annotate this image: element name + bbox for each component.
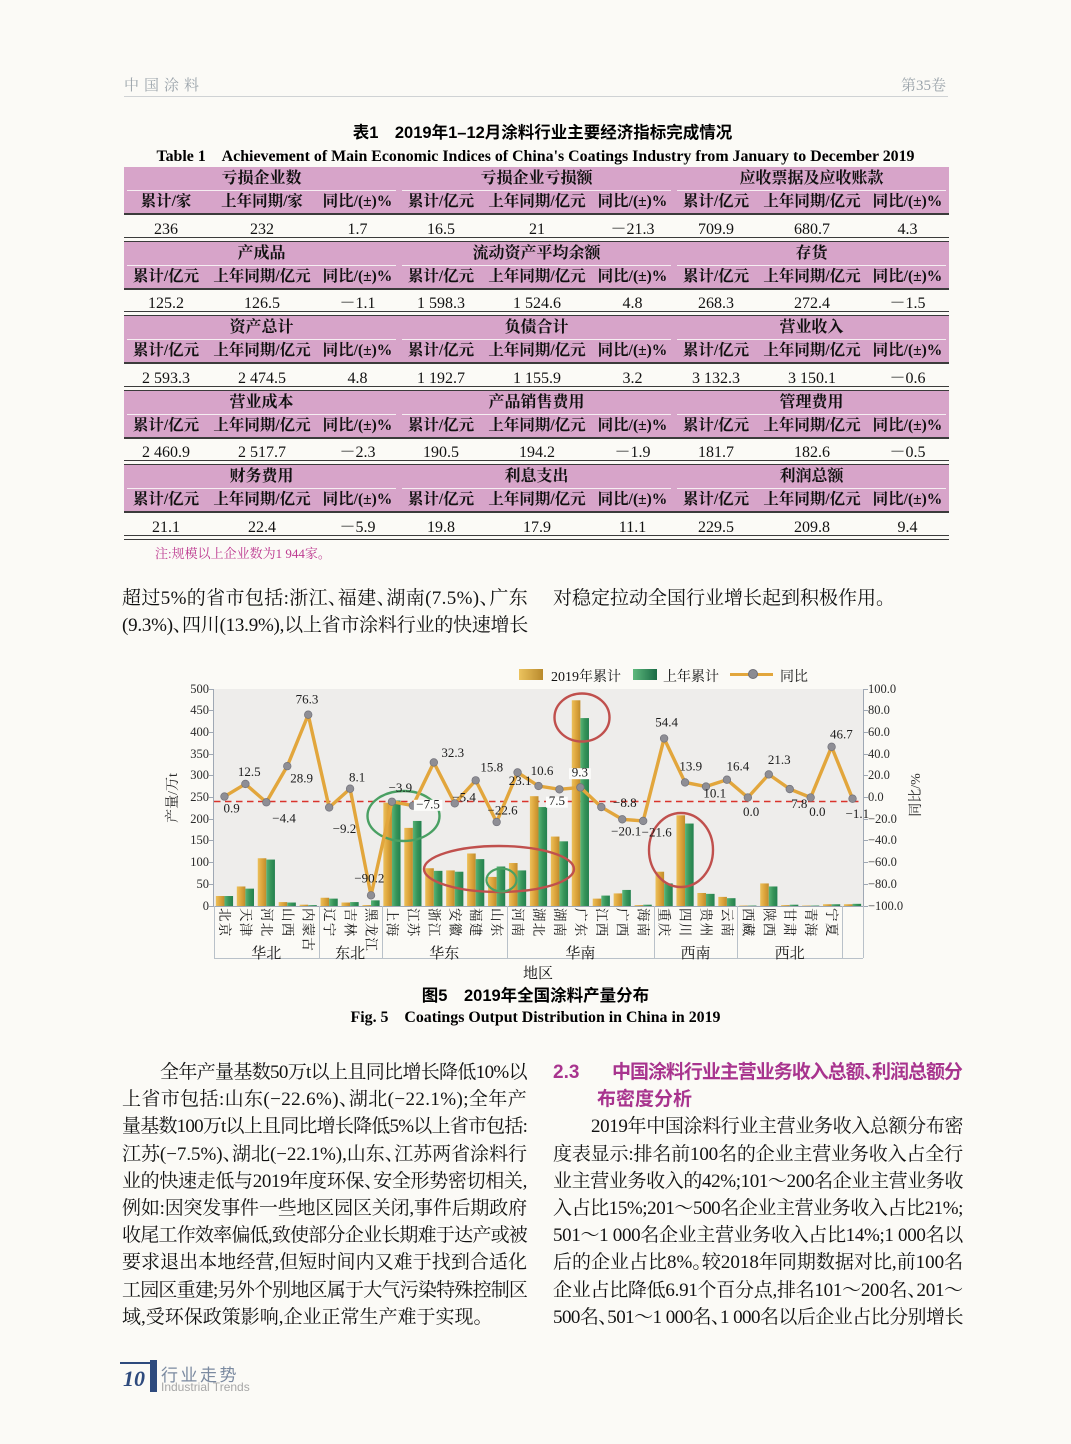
svg-text:−8.8: −8.8 (613, 795, 637, 810)
svg-text:0.9: 0.9 (223, 800, 239, 815)
svg-text:9.3: 9.3 (572, 765, 588, 780)
svg-text:16.4: 16.4 (727, 759, 750, 774)
svg-text:−22.6: −22.6 (488, 803, 519, 818)
svg-text:32.3: 32.3 (441, 745, 464, 760)
svg-text:28.9: 28.9 (290, 771, 313, 786)
svg-text:12.5: 12.5 (238, 764, 261, 779)
svg-text:0.0: 0.0 (809, 804, 825, 819)
svg-text:10.6: 10.6 (531, 763, 554, 778)
svg-text:−21.6: −21.6 (642, 825, 673, 840)
svg-text:−3.9: −3.9 (389, 780, 413, 795)
svg-text:15.8: 15.8 (480, 759, 503, 774)
svg-text:21.3: 21.3 (768, 752, 791, 767)
svg-text:−5.4: −5.4 (452, 789, 476, 804)
svg-text:46.7: 46.7 (830, 727, 853, 742)
svg-text:54.4: 54.4 (655, 715, 678, 730)
svg-text:76.3: 76.3 (296, 692, 319, 707)
svg-text:13.9: 13.9 (679, 759, 702, 774)
svg-text:−4.4: −4.4 (272, 811, 296, 826)
svg-text:23.1: 23.1 (509, 773, 532, 788)
svg-text:7.8: 7.8 (791, 796, 807, 811)
svg-text:8.1: 8.1 (349, 770, 365, 785)
svg-text:−7.5: −7.5 (416, 796, 440, 811)
svg-text:−20.1: −20.1 (611, 823, 641, 838)
svg-text:−9.2: −9.2 (333, 821, 357, 836)
svg-text:0.0: 0.0 (743, 804, 759, 819)
svg-text:7.5: 7.5 (549, 793, 565, 808)
svg-text:−90.2: −90.2 (354, 871, 384, 886)
svg-text:10.1: 10.1 (703, 786, 726, 801)
